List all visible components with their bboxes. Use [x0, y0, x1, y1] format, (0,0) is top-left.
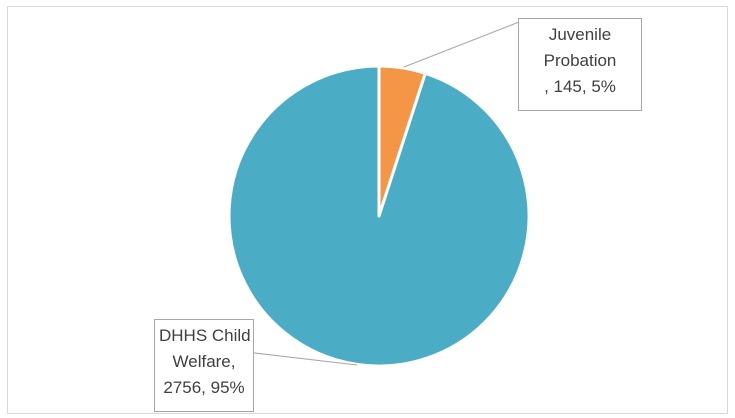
leader-line-dhhs-child-welfare: [245, 351, 358, 366]
chart-area: Juvenile Probation , 145, 5% DHHS Child …: [7, 6, 728, 414]
data-label-line: Welfare,: [172, 352, 236, 371]
leader-line-juvenile-probation: [403, 21, 520, 68]
data-label-dhhs-child-welfare: DHHS Child Welfare, 2756, 95%: [154, 319, 254, 412]
data-label-line: Probation: [543, 51, 617, 70]
pie-slice-dhhs-child-welfare: [227, 64, 531, 368]
data-label-line: 2756, 95%: [163, 378, 245, 397]
data-label-line: , 145, 5%: [544, 77, 616, 96]
pie-slices: [227, 64, 531, 368]
data-label-juvenile-probation: Juvenile Probation , 145, 5%: [518, 18, 642, 111]
data-label-line: DHHS Child: [159, 326, 251, 345]
leader-lines: [245, 21, 520, 366]
data-label-line: Juvenile: [548, 25, 612, 44]
